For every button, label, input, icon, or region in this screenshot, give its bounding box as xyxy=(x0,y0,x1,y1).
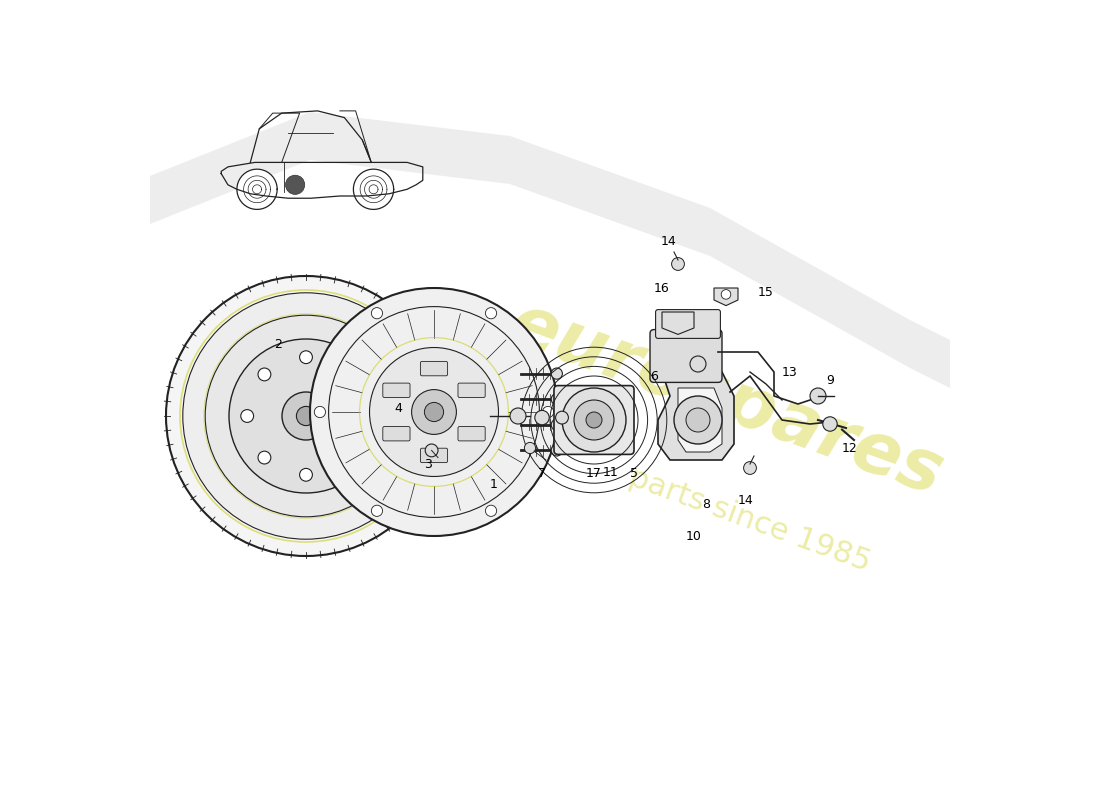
Circle shape xyxy=(183,293,429,539)
Polygon shape xyxy=(150,112,990,408)
Polygon shape xyxy=(662,312,694,334)
FancyBboxPatch shape xyxy=(650,330,722,382)
Polygon shape xyxy=(678,388,722,452)
Circle shape xyxy=(556,411,569,424)
Text: 15: 15 xyxy=(758,286,774,298)
Circle shape xyxy=(690,356,706,372)
FancyBboxPatch shape xyxy=(383,383,410,398)
Circle shape xyxy=(258,368,271,381)
Circle shape xyxy=(535,410,549,425)
Text: eurospares: eurospares xyxy=(499,290,953,510)
Text: 13: 13 xyxy=(782,366,797,378)
Polygon shape xyxy=(353,169,394,210)
Circle shape xyxy=(551,445,562,456)
Text: 1: 1 xyxy=(491,478,498,490)
Circle shape xyxy=(510,408,526,424)
Text: 5: 5 xyxy=(630,467,638,480)
Circle shape xyxy=(411,390,456,434)
Circle shape xyxy=(286,175,305,194)
Circle shape xyxy=(744,462,757,474)
Polygon shape xyxy=(236,169,277,210)
Text: 16: 16 xyxy=(654,282,670,294)
Circle shape xyxy=(299,350,312,363)
Text: 17: 17 xyxy=(586,467,602,480)
Text: 7: 7 xyxy=(538,467,546,480)
Text: parts since 1985: parts since 1985 xyxy=(625,462,874,578)
Circle shape xyxy=(562,388,626,452)
Circle shape xyxy=(823,417,837,431)
Circle shape xyxy=(722,290,730,299)
Text: 6: 6 xyxy=(650,370,658,382)
Polygon shape xyxy=(658,372,734,460)
Polygon shape xyxy=(714,288,738,306)
Circle shape xyxy=(686,408,710,432)
FancyBboxPatch shape xyxy=(458,426,485,441)
Circle shape xyxy=(426,444,438,457)
Text: 10: 10 xyxy=(686,530,702,542)
Circle shape xyxy=(206,315,407,517)
FancyBboxPatch shape xyxy=(656,310,721,338)
Circle shape xyxy=(372,505,383,516)
Circle shape xyxy=(810,388,826,404)
Circle shape xyxy=(241,410,254,422)
Text: 9: 9 xyxy=(826,374,834,386)
Circle shape xyxy=(525,442,536,454)
Circle shape xyxy=(166,276,446,556)
Circle shape xyxy=(485,308,496,319)
FancyBboxPatch shape xyxy=(420,362,448,376)
Circle shape xyxy=(674,396,722,444)
Circle shape xyxy=(315,406,326,418)
FancyBboxPatch shape xyxy=(458,383,485,398)
Circle shape xyxy=(359,410,371,422)
Text: 14: 14 xyxy=(738,494,754,506)
Circle shape xyxy=(282,392,330,440)
Circle shape xyxy=(299,469,312,482)
Circle shape xyxy=(551,394,562,405)
Circle shape xyxy=(296,406,316,426)
Circle shape xyxy=(229,339,383,493)
Text: 14: 14 xyxy=(660,235,676,248)
Circle shape xyxy=(341,368,354,381)
Circle shape xyxy=(310,288,558,536)
Circle shape xyxy=(341,451,354,464)
Circle shape xyxy=(258,451,271,464)
Circle shape xyxy=(574,400,614,440)
Circle shape xyxy=(672,258,684,270)
Circle shape xyxy=(370,347,498,477)
FancyBboxPatch shape xyxy=(383,426,410,441)
Circle shape xyxy=(542,406,553,418)
Text: 11: 11 xyxy=(603,466,618,478)
Text: 12: 12 xyxy=(843,442,858,454)
Circle shape xyxy=(425,402,443,422)
Circle shape xyxy=(586,412,602,428)
Circle shape xyxy=(551,419,562,430)
Circle shape xyxy=(485,505,496,516)
Text: 8: 8 xyxy=(702,498,710,510)
Circle shape xyxy=(372,308,383,319)
FancyBboxPatch shape xyxy=(554,386,634,454)
Circle shape xyxy=(551,368,562,379)
Text: 3: 3 xyxy=(425,458,432,470)
Text: 4: 4 xyxy=(394,402,402,414)
Text: 2: 2 xyxy=(274,338,282,350)
FancyBboxPatch shape xyxy=(420,448,448,462)
